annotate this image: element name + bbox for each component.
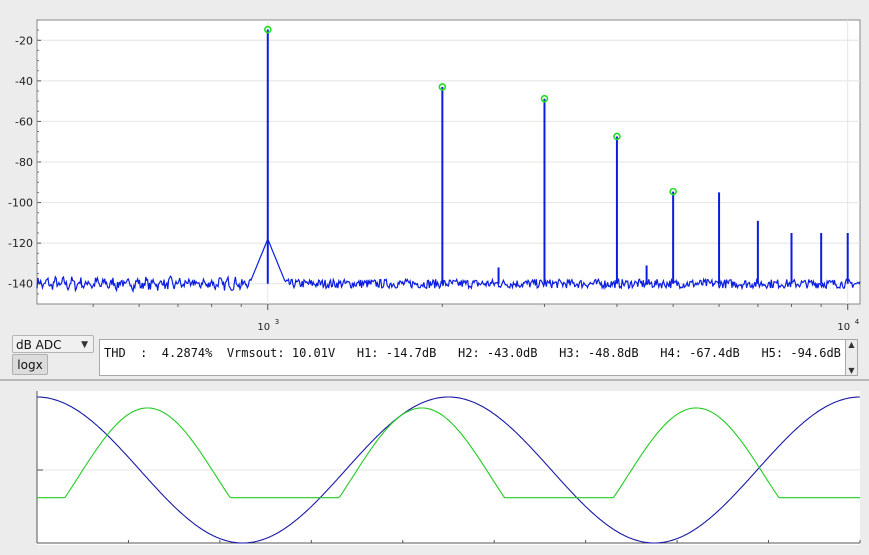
waveform-chart[interactable]: [0, 381, 869, 551]
x-tick-exponent: 4: [855, 318, 860, 326]
logx-button[interactable]: logx: [12, 354, 48, 375]
waveform-plot-area: [37, 391, 860, 545]
harmonic-marker: [669, 187, 677, 196]
spectrum-trace: [36, 239, 861, 294]
spectrum-plot[interactable]: -20 -40 -60 -80 -100 -120 -140 10 3 10 4: [0, 0, 869, 335]
harmonic-marker: [613, 132, 621, 141]
readout-scrollbar[interactable]: ▲ ▼: [845, 339, 858, 376]
y-tick-label: -60: [15, 115, 33, 128]
scroll-down-icon[interactable]: ▼: [848, 366, 855, 375]
chevron-down-icon: ▼: [81, 340, 88, 350]
panel-divider[interactable]: [0, 379, 869, 381]
waveform-output-trace: [37, 407, 860, 499]
x-tick-exponent: 3: [275, 318, 279, 326]
x-tick-label: 10: [257, 322, 270, 333]
thd-readout[interactable]: THD : 4.2874% Vrmsout: 10.01V H1: -14.7d…: [99, 339, 858, 376]
harmonic-marker: [438, 83, 447, 91]
waveform-plot[interactable]: [0, 381, 869, 551]
y-tick-label: -140: [8, 278, 33, 291]
waveform-input-trace: [37, 396, 860, 544]
y-tick-label: -80: [15, 156, 33, 169]
harmonic-marker: [263, 25, 272, 34]
y-tick-label: -20: [15, 34, 33, 47]
y-tick-label: -40: [15, 75, 33, 88]
scale-mode-dropdown[interactable]: dB ADC ▼: [12, 335, 94, 353]
thd-readout-text: THD : 4.2874% Vrmsout: 10.01V H1: -14.7d…: [104, 346, 841, 360]
spectrum-chart[interactable]: -20 -40 -60 -80 -100 -120 -140 10 3 10 4: [0, 0, 869, 335]
scale-mode-value: dB ADC: [16, 338, 62, 352]
scroll-up-icon[interactable]: ▲: [848, 340, 855, 349]
x-tick-label: 10: [837, 322, 850, 333]
y-tick-label: -120: [8, 237, 33, 250]
y-tick-label: -100: [8, 197, 33, 210]
harmonic-marker: [540, 94, 549, 103]
